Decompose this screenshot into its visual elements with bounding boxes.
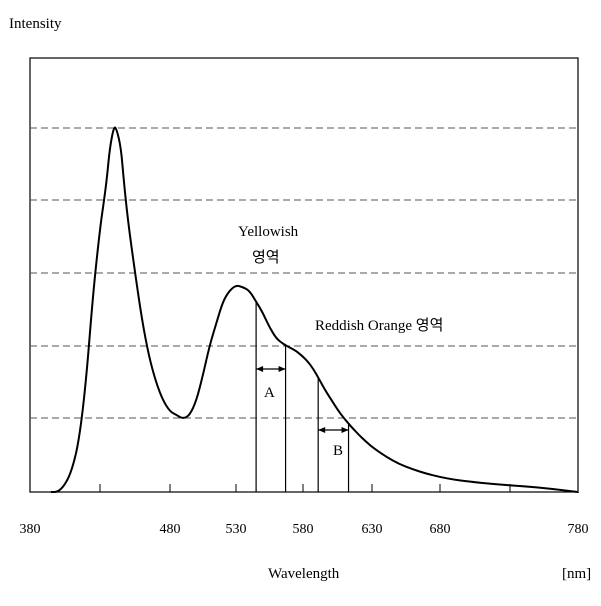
- x-tick-label: 530: [226, 522, 247, 537]
- region-a-arrowhead-right: [279, 366, 286, 372]
- x-tick-label: 380: [20, 522, 41, 537]
- yellowish-label-line1: Yellowish: [238, 224, 299, 240]
- plot-frame: [30, 58, 578, 492]
- region-b-arrowhead-right: [342, 427, 349, 433]
- series-line: [51, 128, 578, 492]
- yellowish-label-line2: 영역: [252, 249, 280, 266]
- y-axis-title: Intensity: [9, 16, 62, 32]
- region-a-label: A: [264, 385, 275, 401]
- x-tick-label: 780: [568, 522, 589, 537]
- reddish-orange-label: Reddish Orange 영역: [315, 317, 443, 334]
- region-a-arrowhead-left: [256, 366, 263, 372]
- region-b-label: B: [333, 443, 343, 459]
- x-tick-label: 680: [430, 522, 451, 537]
- x-tick-label: 630: [362, 522, 383, 537]
- x-axis-title: Wavelength: [268, 566, 340, 582]
- grid-lines: [30, 128, 578, 418]
- x-axis-unit: [nm]: [562, 566, 591, 582]
- region-b-arrowhead-left: [318, 427, 325, 433]
- x-tick-label: 580: [293, 522, 314, 537]
- x-tick-label: 480: [160, 522, 181, 537]
